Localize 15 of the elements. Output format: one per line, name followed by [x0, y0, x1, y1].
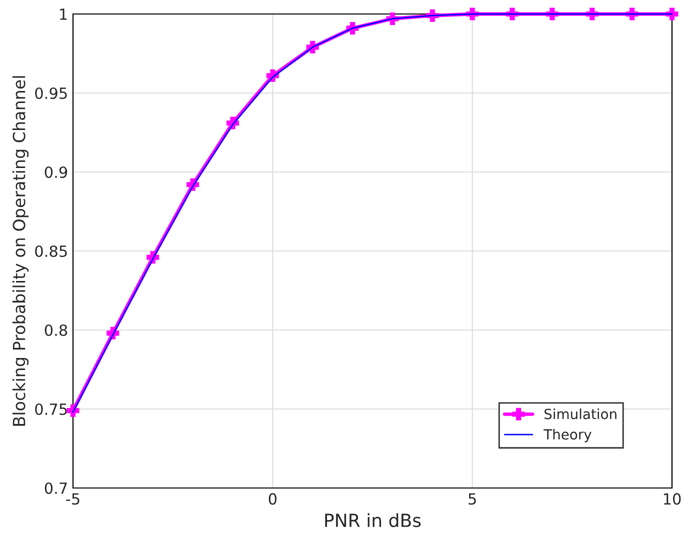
- legend-label: Simulation: [544, 408, 616, 420]
- y-axis-title: Blocking Probability on Operating Channel: [12, 76, 29, 426]
- y-tick-label: 0.8: [44, 324, 68, 336]
- y-tick-label: 0.95: [35, 87, 67, 100]
- legend-label: Theory: [544, 428, 592, 442]
- x-tick-label: -5: [66, 493, 80, 505]
- y-tick-label: 0.75: [35, 403, 67, 416]
- x-axis-title: PNR in dBs: [325, 513, 421, 528]
- y-tick-label: 0.85: [35, 245, 67, 258]
- y-tick-label: 1: [60, 8, 67, 20]
- x-tick-label: 10: [664, 493, 681, 505]
- x-tick-label: 0: [268, 493, 277, 505]
- y-tick-label: 0.7: [44, 482, 67, 494]
- y-tick-label: 0.9: [44, 166, 68, 178]
- x-tick-label: 5: [468, 493, 476, 505]
